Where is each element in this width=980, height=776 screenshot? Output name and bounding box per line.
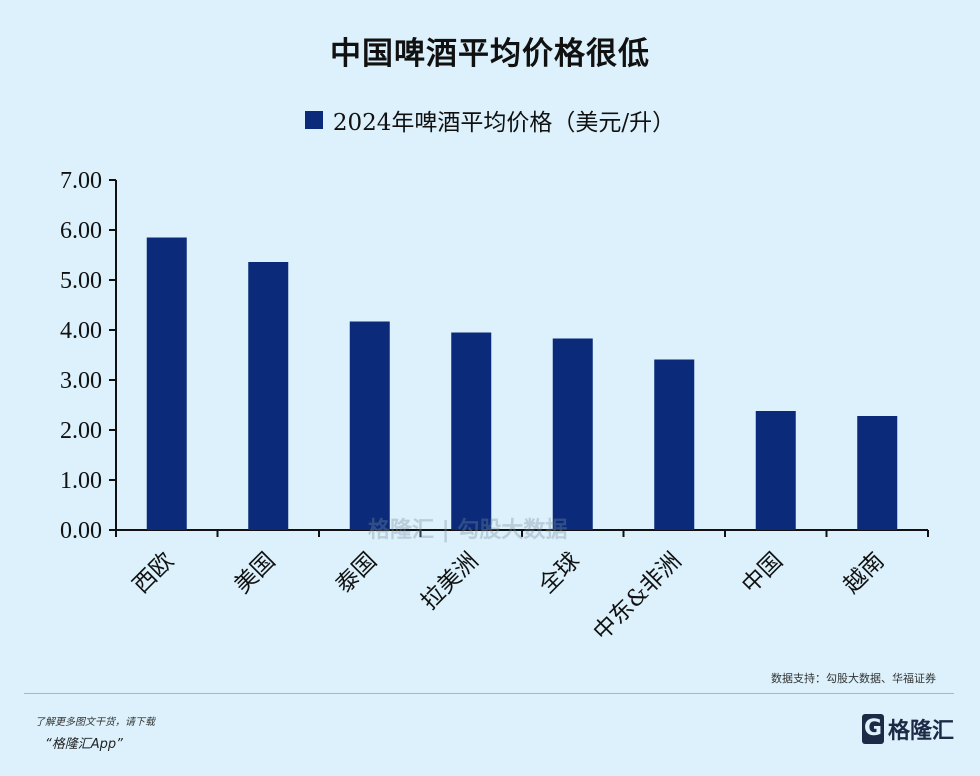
promo-app-name: “格隆汇App”: [45, 737, 123, 752]
promo-text: 了解更多图文干货，请下载: [35, 717, 155, 728]
x-tick-label: 西欧: [128, 548, 179, 599]
bar-泰国: [349, 321, 390, 530]
x-tick-label: 中东&非洲: [589, 548, 687, 646]
x-tick-label: 美国: [230, 548, 281, 599]
logo: G 格隆汇: [862, 713, 954, 745]
y-tick-label: 5.00: [60, 268, 102, 294]
y-tick-label: 7.00: [60, 168, 102, 194]
source-note: 数据支持：勾股大数据、华福证券: [771, 672, 936, 685]
divider: [24, 693, 954, 694]
y-tick-label: 2.00: [60, 418, 102, 444]
y-tick-label: 1.00: [60, 468, 102, 494]
legend: 2024年啤酒平均价格（美元/升）: [0, 103, 980, 137]
chart-title: 中国啤酒平均价格很低: [330, 36, 650, 72]
bar-越南: [857, 416, 898, 530]
bar-中东&非洲: [654, 359, 695, 530]
legend-label: 2024年啤酒平均价格（美元/升）: [332, 110, 676, 136]
bar-西欧: [146, 237, 187, 530]
y-tick-label: 0.00: [60, 518, 102, 544]
bar-chart: 0.00 1.00 2.00 3.00 4.00 5.00 6.00 7.00 西欧 美国 泰国 拉美…: [60, 168, 929, 646]
x-tick-label: 泰国: [331, 548, 382, 599]
logo-text: 格隆汇: [888, 719, 955, 744]
watermark: 格隆汇 | 勾股大数据: [368, 518, 568, 543]
bar-拉美洲: [451, 332, 492, 530]
bar-美国: [248, 262, 289, 530]
bar-中国: [755, 411, 796, 530]
logo-icon: G: [862, 714, 884, 744]
y-tick-label: 4.00: [60, 318, 102, 344]
x-tick-label: 越南: [839, 548, 890, 599]
legend-swatch: [304, 111, 323, 129]
bar-全球: [552, 338, 593, 530]
x-tick-label: 拉美洲: [416, 548, 483, 615]
y-tick-label: 6.00: [60, 218, 102, 244]
x-tick-label: 中国: [737, 548, 788, 599]
x-tick-label: 全球: [534, 548, 585, 599]
y-tick-label: 3.00: [60, 368, 102, 394]
